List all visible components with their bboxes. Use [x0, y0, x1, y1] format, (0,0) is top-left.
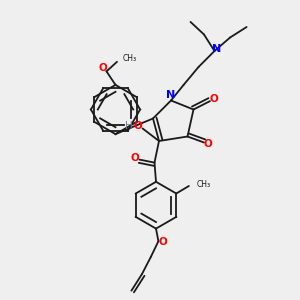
- Text: O: O: [158, 237, 167, 247]
- Text: CH₃: CH₃: [122, 54, 136, 63]
- Text: O: O: [209, 94, 218, 104]
- Text: O: O: [134, 121, 142, 131]
- Text: H: H: [125, 121, 133, 131]
- Text: N: N: [212, 44, 221, 54]
- Text: N: N: [167, 90, 176, 100]
- Text: CH₃: CH₃: [196, 180, 211, 189]
- Text: O: O: [130, 153, 140, 164]
- Text: O: O: [203, 139, 212, 149]
- Text: O: O: [98, 63, 107, 73]
